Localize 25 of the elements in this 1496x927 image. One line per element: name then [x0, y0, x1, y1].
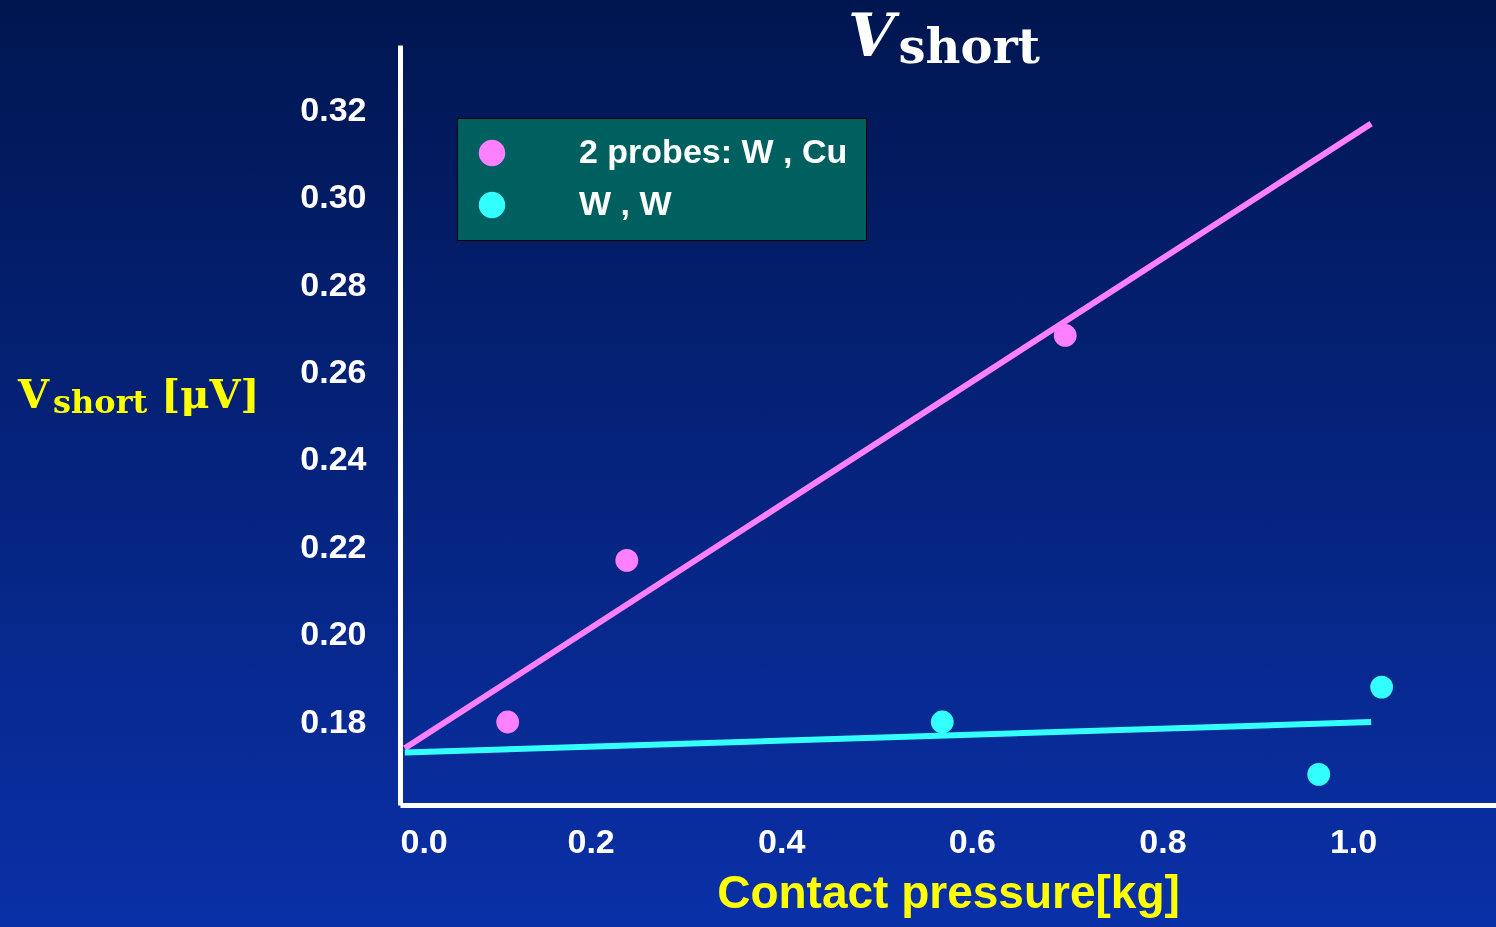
point [615, 549, 639, 572]
x-tick-label: 0.2 [567, 821, 615, 860]
x-tick-label: 0.8 [1139, 821, 1187, 860]
x-tick-label: 1.0 [1329, 821, 1378, 860]
y-axis-title: V$_{short}$ [μV] [18, 370, 260, 421]
y-tick-label: 0.30 [300, 177, 367, 216]
point [1370, 675, 1394, 699]
legend-label: W , W [579, 184, 673, 222]
y-tick-label: 0.28 [300, 264, 367, 303]
legend-label: 2 probes: W , Cu [579, 132, 848, 170]
y-tick-label: 0.22 [300, 526, 367, 565]
y-tick-label: 0.20 [300, 614, 367, 653]
point [930, 710, 954, 734]
x-tick-label: 0.4 [758, 821, 806, 860]
x-tick-label: 0.0 [400, 821, 448, 860]
chart-title: V$_{short}$ [848, 0, 1040, 75]
y-tick-label: 0.32 [300, 90, 367, 129]
y-tick-label: 0.24 [300, 439, 367, 478]
x-axis-title: Contact pressure[kg] [717, 865, 1180, 918]
point [1053, 324, 1077, 347]
x-tick-label: 0.6 [948, 821, 996, 860]
point [496, 710, 520, 734]
y-tick-label: 0.26 [300, 352, 367, 391]
point [1307, 763, 1331, 786]
y-tick-label: 0.18 [300, 701, 367, 740]
